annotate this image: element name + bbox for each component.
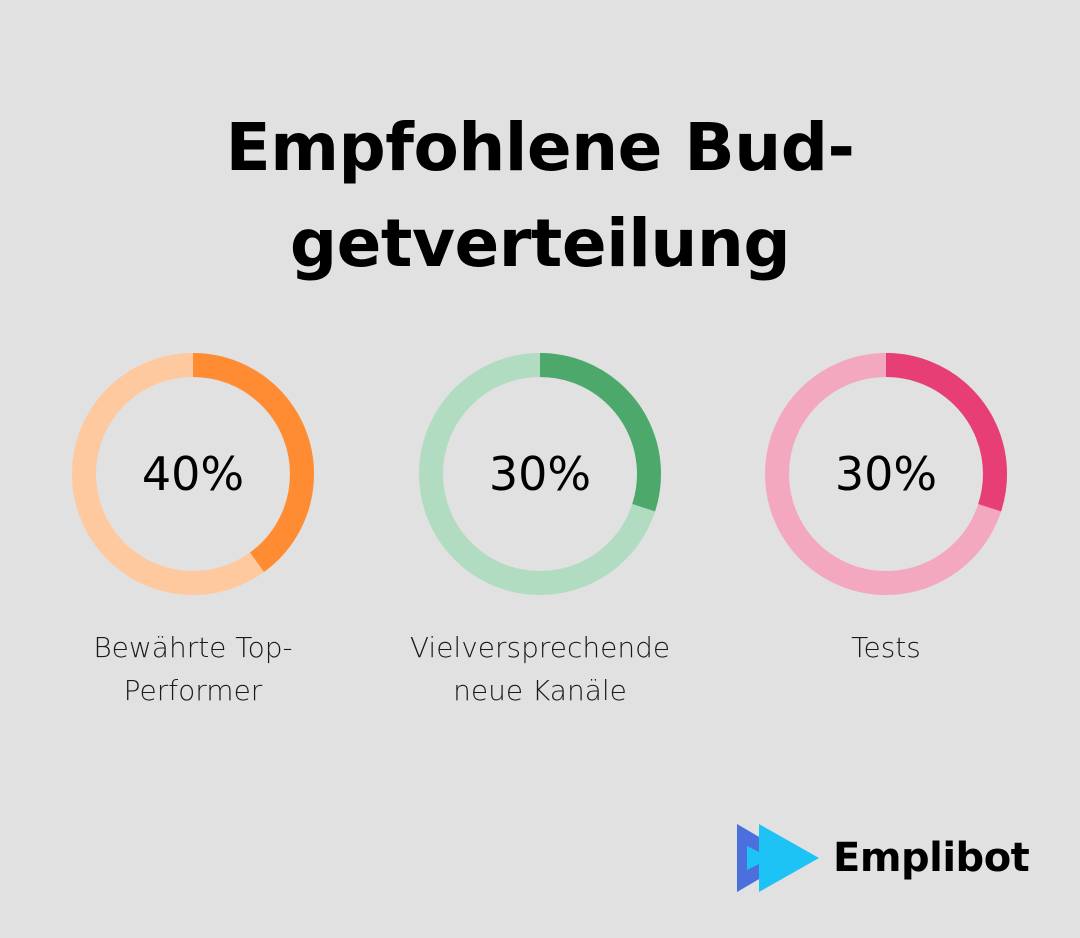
brand-name: Emplibot (833, 835, 1030, 881)
title-line-2: getverteilung (289, 205, 791, 282)
donut-label: Bewährte Top- Performer (93, 631, 293, 707)
donut-label: Vielversprechende neue Kanäle (409, 631, 671, 707)
donut-chart-top-performer: 40% (68, 349, 318, 599)
donut-value: 40% (141, 447, 245, 501)
donut-value: 30% (834, 447, 938, 501)
donut-chart-tests: 30% (761, 349, 1011, 599)
donut-chart-new-channels: 30% (415, 349, 665, 599)
title-line-1: Empfohlene Bud- (225, 109, 855, 186)
page-title: Empfohlene Bud- getverteilung (0, 100, 1080, 292)
donut-value: 30% (488, 447, 592, 501)
donut-label: Tests (851, 631, 921, 664)
play-arrows-icon (737, 824, 819, 892)
brand-logo: Emplibot (737, 824, 1030, 892)
